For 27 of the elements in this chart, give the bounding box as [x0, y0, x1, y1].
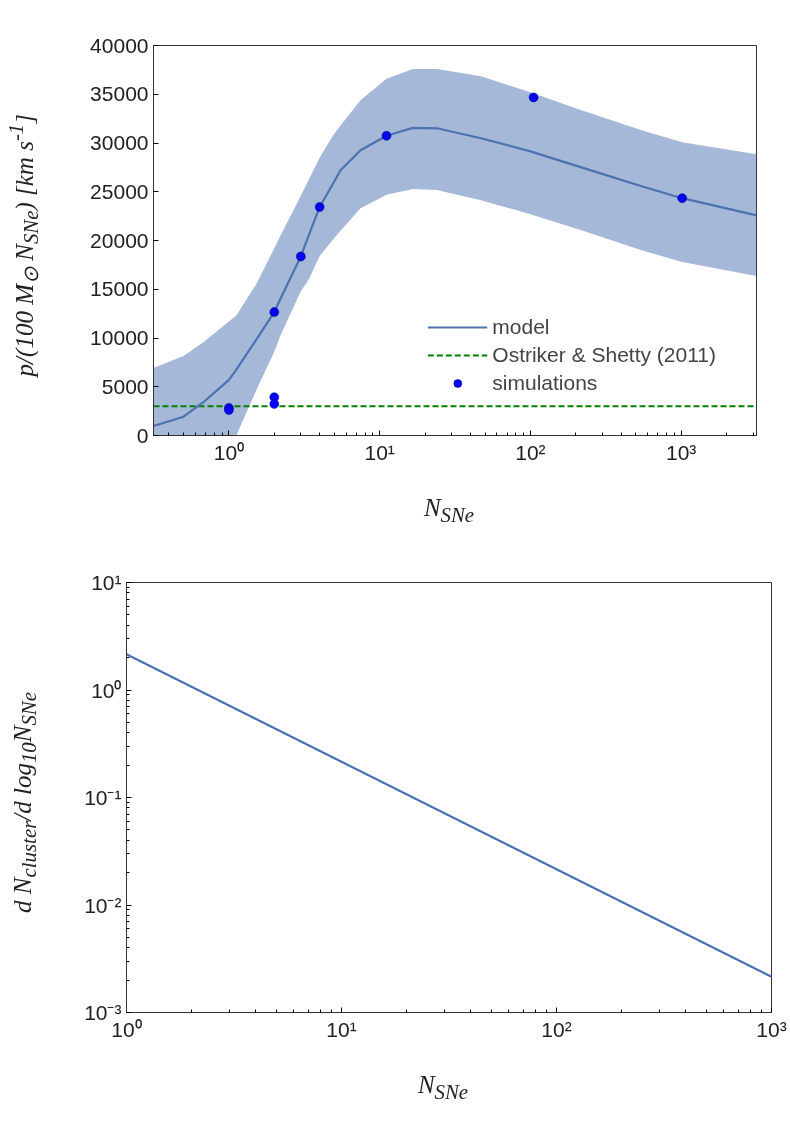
x-tick-label: 10¹ [364, 440, 395, 464]
y-tick-label: 30000 [90, 131, 149, 154]
x-tick-label: 10³ [665, 440, 697, 464]
line-series [126, 653, 772, 978]
legend-label: Ostriker & Shetty (2011) [492, 343, 716, 367]
y-tick-label: 5000 [101, 374, 149, 398]
legend-label: model [492, 315, 550, 339]
x-tick-label: 10² [541, 1017, 572, 1041]
y-tick-label: 20000 [90, 228, 149, 252]
y-tick-label: 10⁻¹ [84, 786, 122, 809]
y-tick-label: 10⁻³ [84, 1001, 122, 1024]
x-tick-label: 10⁰ [213, 440, 245, 464]
y-tick-label: 40000 [90, 33, 149, 57]
x-tick-label: 10³ [756, 1017, 787, 1041]
y-tick-label: 10000 [90, 326, 149, 349]
y-tick-label: 15000 [90, 277, 149, 301]
legend-label: simulations [492, 371, 598, 395]
x-tick-label: 10¹ [326, 1017, 357, 1041]
y-tick-label: 10⁰ [91, 678, 122, 702]
y-tick-label: 35000 [90, 82, 149, 106]
x-tick-label: 10² [515, 440, 546, 464]
x-axis-title: N$_{SNe}$ [417, 1070, 469, 1106]
x-axis-title: N$_{SNe}$ [423, 493, 475, 529]
y-tick-label: 0 [136, 423, 149, 447]
y-tick-label: 10¹ [91, 571, 122, 594]
y-tick-label: 10⁻² [84, 893, 122, 917]
y-tick-label: 25000 [90, 179, 149, 203]
